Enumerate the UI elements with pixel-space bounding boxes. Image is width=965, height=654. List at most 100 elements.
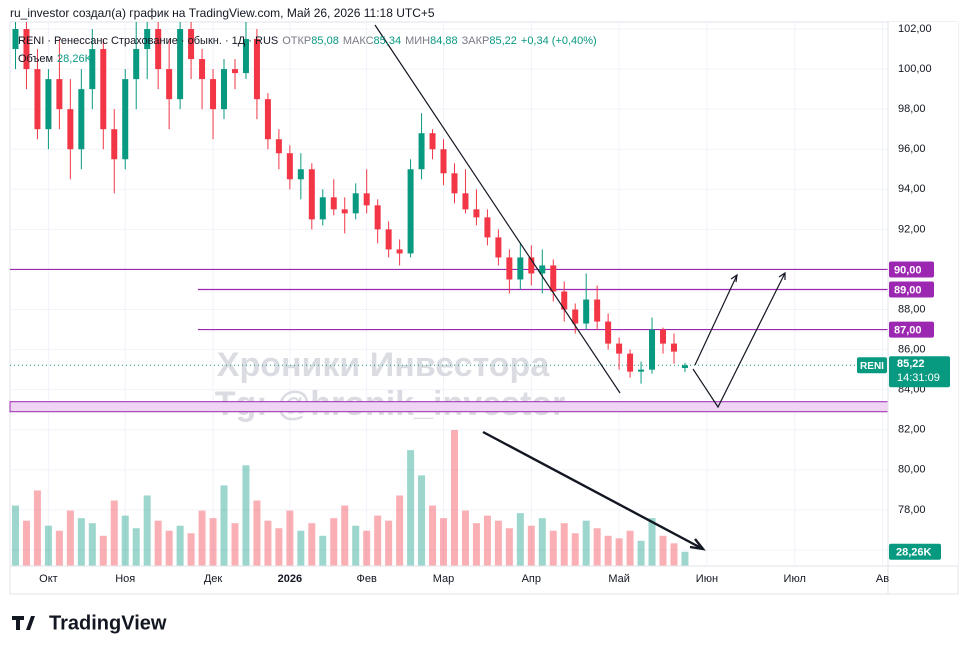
level-label: 90,00 bbox=[894, 264, 922, 276]
price-label: 85,22 bbox=[897, 358, 925, 370]
candle-body bbox=[319, 197, 326, 220]
legend: RENI · Ренессанс Страхование · обыкн. · … bbox=[18, 35, 597, 47]
volume-bar bbox=[297, 530, 305, 566]
x-tick-label: Май bbox=[608, 573, 630, 585]
volume-bar bbox=[198, 510, 206, 566]
volume-bar bbox=[308, 523, 316, 566]
candle-body bbox=[462, 193, 469, 210]
x-tick-label: Июн bbox=[696, 573, 718, 585]
volume-bar bbox=[66, 510, 74, 566]
symbol-tag bbox=[857, 357, 887, 374]
y-tick-label: 96,00 bbox=[898, 143, 926, 155]
y-tick-label: 94,00 bbox=[898, 183, 926, 195]
volume-bar bbox=[253, 500, 261, 566]
candle-body bbox=[583, 299, 590, 324]
levels bbox=[9, 268, 889, 413]
volume-bar bbox=[33, 490, 41, 566]
candle-body bbox=[451, 173, 458, 194]
level-tag bbox=[889, 281, 934, 298]
volume-bar bbox=[143, 495, 151, 566]
volume-bar bbox=[165, 530, 173, 566]
volume-bar bbox=[648, 518, 656, 566]
candle-body bbox=[473, 209, 480, 218]
candle-body bbox=[670, 343, 677, 352]
candle-body bbox=[506, 257, 513, 280]
candle-body bbox=[594, 299, 601, 322]
y-tick-label: 100,00 bbox=[898, 63, 932, 75]
y-tick-label: 88,00 bbox=[898, 303, 926, 315]
candle-body bbox=[440, 149, 447, 174]
candle-body bbox=[177, 29, 184, 100]
candle-body bbox=[155, 29, 162, 70]
volume-bar bbox=[407, 450, 415, 566]
volume-bar bbox=[121, 515, 129, 566]
volume-bar bbox=[494, 520, 502, 566]
candle-body bbox=[264, 99, 271, 140]
grid bbox=[10, 22, 888, 566]
logo-text: TradingView bbox=[49, 612, 167, 634]
candle-body bbox=[297, 169, 304, 180]
y-tick-label: 80,00 bbox=[898, 464, 926, 476]
credit: ru_investor создал(а) график на TradingV… bbox=[10, 6, 435, 20]
candle-body bbox=[45, 79, 52, 130]
volume-bar bbox=[418, 475, 426, 566]
y-tick-label: 78,00 bbox=[898, 504, 926, 516]
candle-body bbox=[253, 39, 260, 100]
volume-bar bbox=[22, 520, 30, 566]
volume-bar bbox=[220, 485, 228, 566]
x-tick-label: Окт bbox=[39, 573, 58, 585]
candle-body bbox=[286, 153, 293, 180]
candle-body bbox=[363, 193, 370, 206]
volume-bar bbox=[560, 523, 568, 566]
volume-bar bbox=[154, 520, 162, 566]
volume-bar bbox=[363, 530, 371, 566]
volume-bar bbox=[571, 533, 579, 566]
candle-body bbox=[56, 79, 63, 110]
candle-body bbox=[561, 291, 568, 310]
candle-body bbox=[616, 343, 623, 354]
volume-bar bbox=[374, 515, 382, 566]
x-tick-label: Апр bbox=[522, 573, 541, 585]
volume-bar bbox=[242, 465, 250, 566]
candle-body bbox=[210, 79, 217, 110]
level-tag bbox=[889, 261, 934, 278]
candle-body bbox=[199, 59, 206, 80]
candle-body bbox=[627, 353, 634, 372]
volume-bar bbox=[659, 535, 667, 566]
volume-bar bbox=[429, 505, 437, 566]
volume-bar bbox=[527, 525, 535, 566]
volume-bar bbox=[670, 543, 678, 566]
value: 85,08 bbox=[311, 35, 339, 47]
arrow-line bbox=[482, 430, 704, 551]
candle-body bbox=[572, 309, 579, 324]
candle-body bbox=[188, 29, 195, 60]
change: +0,34 (+0,40%) bbox=[521, 35, 597, 47]
volume-bar bbox=[549, 530, 557, 566]
symbol-label: RENI bbox=[860, 361, 884, 372]
volume-bar bbox=[626, 530, 634, 566]
volume-bar bbox=[319, 535, 327, 566]
candle-body bbox=[221, 69, 228, 110]
candle-body bbox=[660, 329, 667, 344]
candles bbox=[12, 22, 688, 384]
y-tick-label: 82,00 bbox=[898, 424, 926, 436]
label: ОТКР bbox=[282, 35, 311, 47]
candle-body bbox=[605, 321, 612, 344]
volume-bar bbox=[483, 515, 491, 566]
candle-body bbox=[649, 329, 656, 370]
volume-bar bbox=[582, 520, 590, 566]
volume-tag-label: 28,26K bbox=[896, 547, 932, 559]
candle-body bbox=[638, 369, 645, 372]
candle-body bbox=[78, 89, 85, 150]
candle-body bbox=[100, 49, 107, 130]
zone bbox=[9, 401, 889, 413]
volume-bar bbox=[77, 518, 85, 566]
volume-bar bbox=[286, 510, 294, 566]
label: МАКС bbox=[343, 35, 374, 47]
candle-body bbox=[517, 257, 524, 280]
countdown: 14:31:09 bbox=[897, 372, 940, 384]
volume-bar bbox=[264, 520, 272, 566]
volume-bar bbox=[593, 528, 601, 566]
candle-body bbox=[681, 365, 688, 369]
